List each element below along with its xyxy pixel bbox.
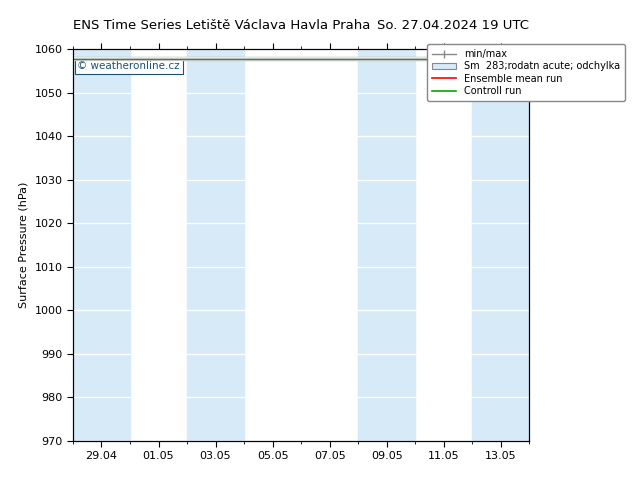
Text: So. 27.04.2024 19 UTC: So. 27.04.2024 19 UTC <box>377 19 529 32</box>
Bar <box>472 49 529 441</box>
Text: ENS Time Series Letiště Václava Havla Praha: ENS Time Series Letiště Václava Havla Pr… <box>73 19 370 32</box>
Bar <box>358 49 415 441</box>
Legend: min/max, Sm  283;rodatn acute; odchylka, Ensemble mean run, Controll run: min/max, Sm 283;rodatn acute; odchylka, … <box>427 44 624 101</box>
Bar <box>187 49 244 441</box>
Y-axis label: Surface Pressure (hPa): Surface Pressure (hPa) <box>19 182 29 308</box>
Bar <box>73 49 130 441</box>
Text: © weatheronline.cz: © weatheronline.cz <box>77 61 180 71</box>
